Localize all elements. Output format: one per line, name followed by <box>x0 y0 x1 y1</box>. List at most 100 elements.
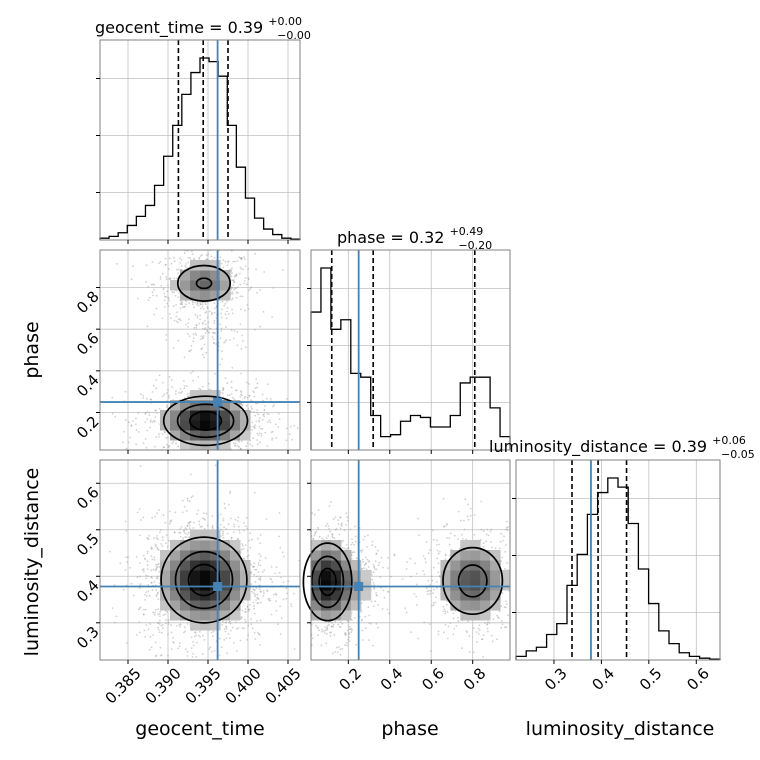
density-cell <box>490 570 501 581</box>
sample-point <box>330 631 332 634</box>
sample-point <box>187 322 190 324</box>
sample-point <box>207 253 210 255</box>
sample-point <box>472 651 475 654</box>
sample-point <box>258 644 261 646</box>
sample-point <box>246 549 249 552</box>
panel-frame-geocent-time-phase <box>99 249 301 451</box>
sample-point <box>195 656 198 658</box>
sample-point <box>243 282 246 285</box>
sample-point <box>136 297 139 300</box>
sample-point <box>350 631 353 633</box>
sample-point <box>145 595 148 597</box>
sample-point <box>231 396 234 399</box>
sample-point <box>467 620 470 623</box>
density-cell <box>210 280 221 291</box>
density-cell <box>210 600 221 611</box>
sample-point <box>446 637 449 640</box>
sample-point <box>205 303 207 306</box>
panel-frame-phase-luminosity-distance <box>310 459 511 661</box>
sample-point <box>238 272 241 275</box>
sample-point <box>463 528 466 531</box>
sample-point <box>127 441 130 444</box>
sample-point <box>196 317 199 319</box>
sample-point <box>129 566 131 569</box>
sample-point <box>178 291 181 294</box>
sample-point <box>286 398 288 400</box>
sample-point <box>125 556 127 558</box>
sample-point <box>282 581 285 584</box>
sample-point <box>468 651 471 653</box>
sample-point <box>345 544 348 546</box>
sample-point <box>296 427 299 430</box>
density-cell <box>340 560 352 571</box>
sample-point <box>257 413 260 416</box>
sample-point <box>193 521 195 524</box>
sample-point <box>205 512 208 515</box>
sample-point <box>147 285 150 288</box>
density-cell <box>160 580 171 591</box>
xtick-label-phase: 0.8 <box>460 664 490 694</box>
sample-point <box>273 593 275 596</box>
sample-point <box>242 547 245 550</box>
density-cell <box>230 550 241 561</box>
sample-point <box>161 381 164 384</box>
sample-point <box>337 623 340 626</box>
sample-point <box>372 605 375 607</box>
sample-point <box>147 537 150 540</box>
sample-point <box>155 307 158 310</box>
sample-point <box>168 257 171 260</box>
sample-point <box>194 631 197 634</box>
sample-point <box>336 646 338 649</box>
sample-point <box>186 650 189 653</box>
sample-point <box>183 385 186 387</box>
sample-point <box>290 605 293 608</box>
sample-point <box>277 426 280 428</box>
density-cell <box>200 540 211 551</box>
sample-point <box>203 518 206 520</box>
sample-point <box>165 437 168 439</box>
sample-point <box>254 387 257 389</box>
sample-point <box>171 442 174 445</box>
sample-point <box>236 331 239 333</box>
sample-point <box>361 639 364 641</box>
sample-point <box>223 341 226 344</box>
sample-point <box>339 621 342 624</box>
density-cell <box>190 290 201 301</box>
sample-point <box>170 379 173 381</box>
sample-point <box>167 305 170 307</box>
sample-point <box>426 593 429 596</box>
sample-point <box>240 394 243 397</box>
sample-point <box>219 323 222 326</box>
sample-point <box>245 381 248 384</box>
sample-point <box>192 301 194 304</box>
sample-point <box>443 525 446 528</box>
sample-point <box>224 302 227 305</box>
sample-point <box>144 438 147 440</box>
sample-point <box>383 596 386 599</box>
sample-point <box>199 307 202 310</box>
sample-point <box>263 271 266 273</box>
sample-point <box>252 565 255 568</box>
sample-point <box>247 608 250 611</box>
sample-point <box>500 626 503 629</box>
sample-point <box>188 350 191 353</box>
sample-point <box>287 580 290 582</box>
sample-point <box>190 344 193 347</box>
sample-point <box>189 473 192 476</box>
density-cell <box>210 530 221 541</box>
sample-point <box>293 424 296 427</box>
sample-point <box>467 518 470 521</box>
sample-point <box>155 387 158 390</box>
sample-point <box>160 285 163 287</box>
sample-point <box>252 390 254 392</box>
sample-point <box>252 588 255 590</box>
sample-point <box>184 305 186 308</box>
sample-point <box>225 637 228 639</box>
sample-point <box>425 587 428 589</box>
sample-point <box>156 566 159 568</box>
density-cell <box>240 560 251 571</box>
sample-point <box>164 431 166 434</box>
sample-point <box>314 624 317 627</box>
sample-point <box>177 318 180 320</box>
sample-point <box>223 502 226 505</box>
